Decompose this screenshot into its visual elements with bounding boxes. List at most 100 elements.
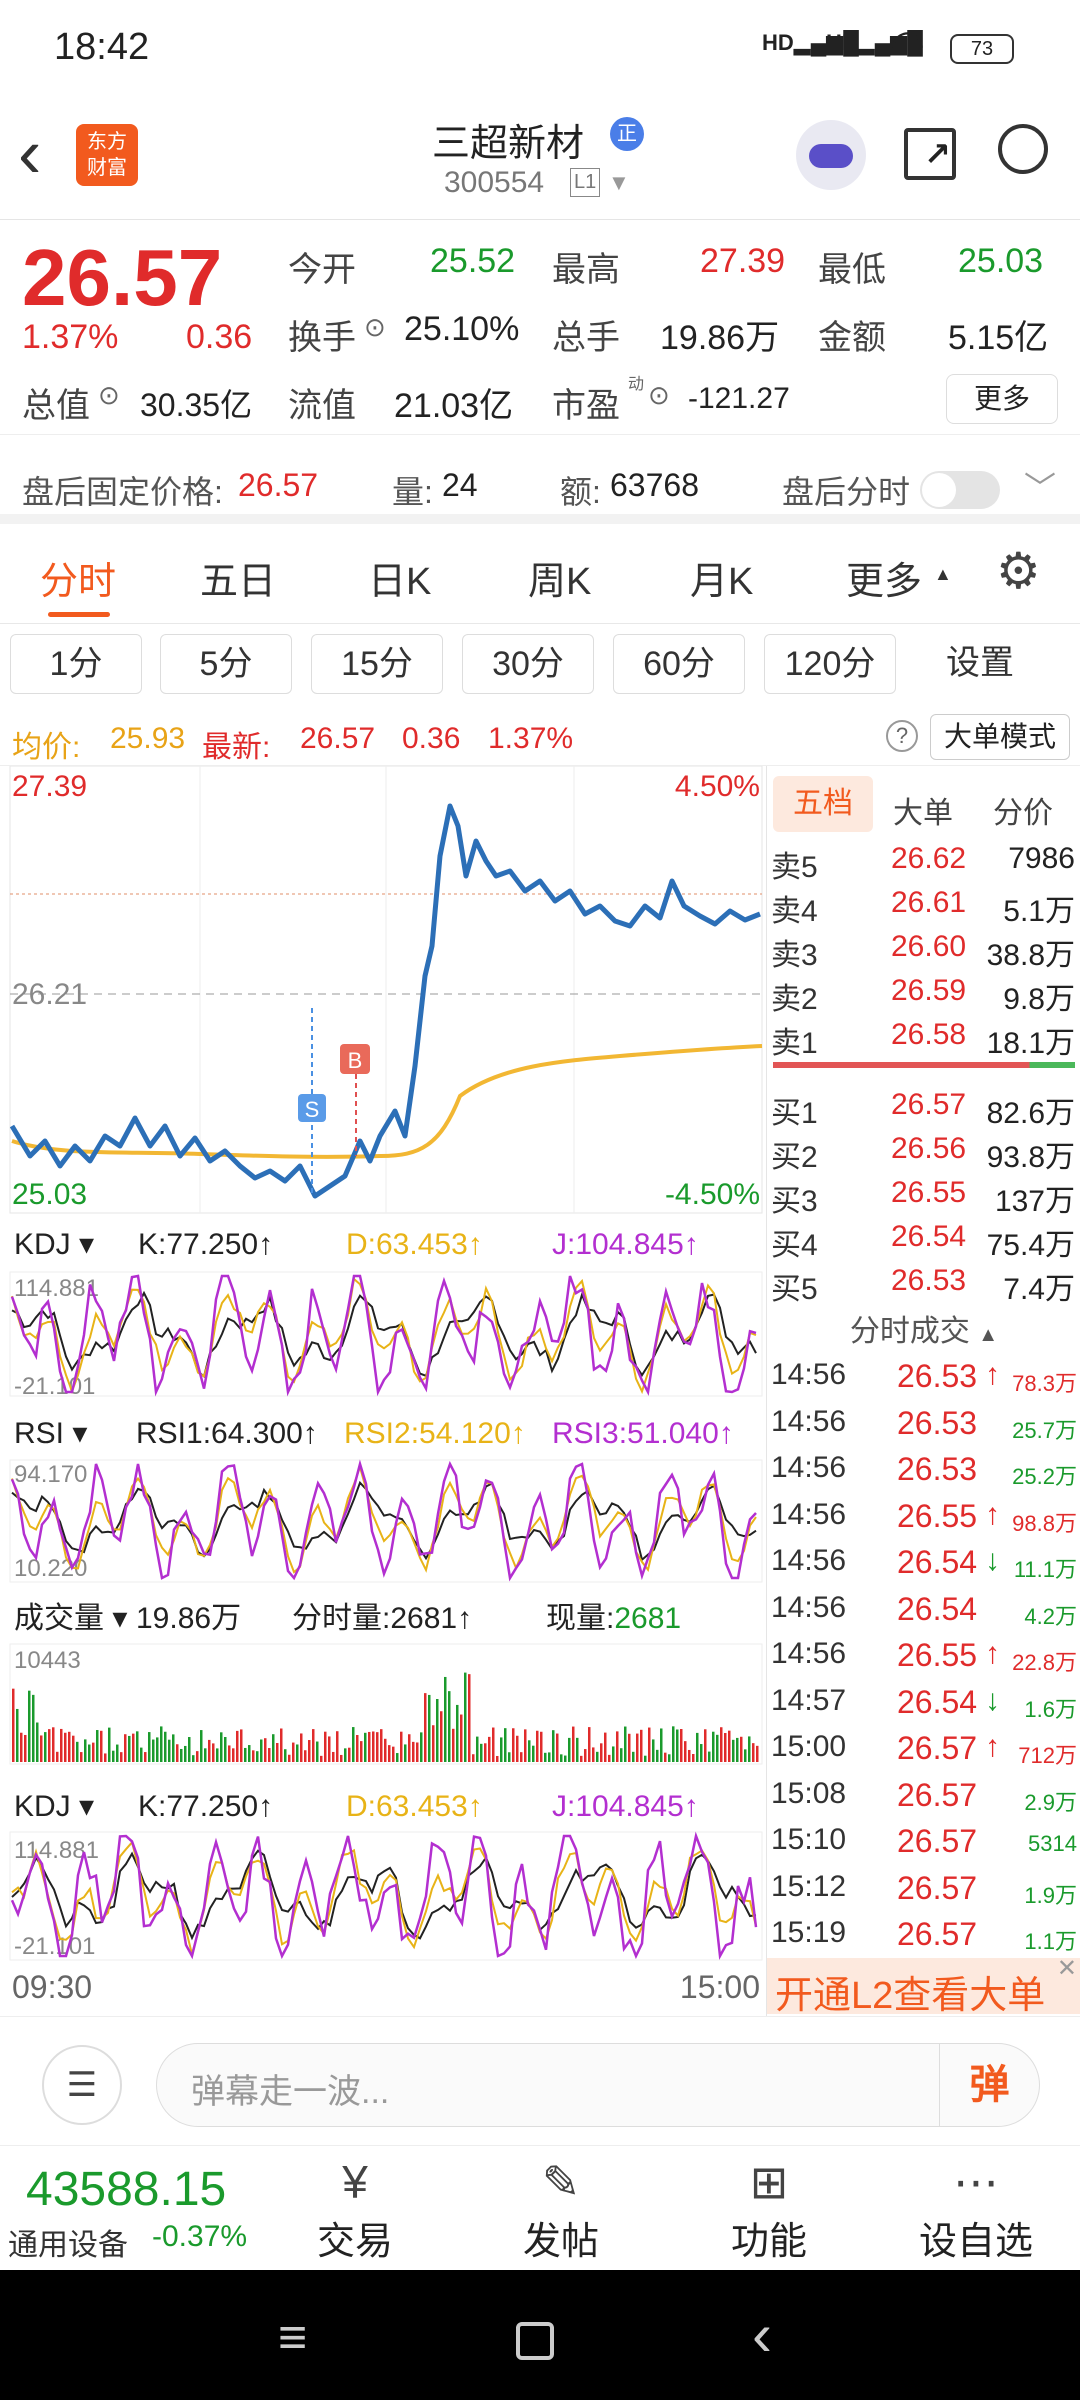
tab-weekly-k[interactable]: 周K [528,561,592,603]
book-row[interactable]: 买1 26.57 82.6万 [767,1084,1080,1130]
trade-volume: 25.2万 [1012,1464,1077,1489]
app-logo[interactable]: 东方 财富 [76,124,138,186]
afterhours-toggle[interactable] [920,471,1000,509]
volume-bar [388,1745,391,1762]
trade-row: 14:56 26.53 25.7万 [767,1401,1080,1447]
tab-big-orders[interactable]: 大单 [893,797,953,830]
amount-value: 5.15亿 [948,319,1049,357]
search-icon[interactable] [998,124,1048,174]
volume-bar [660,1728,663,1762]
home-icon[interactable] [516,2322,554,2360]
buy-marker[interactable] [340,1044,370,1074]
volume-bar [512,1728,515,1762]
volume-bar [188,1737,191,1762]
interval-1m[interactable]: 1分 [10,634,142,694]
volume-bar [336,1731,339,1762]
help-icon[interactable]: ? [886,720,918,752]
book-row[interactable]: 买5 26.53 7.4万 [767,1260,1080,1306]
caret-up-icon: ▲ [934,564,952,584]
trade-time: 14:56 [771,1590,847,1624]
danmu-list-icon[interactable]: ☰ [42,2045,122,2125]
trade-row: 15:12 26.57 1.9万 [767,1866,1080,1912]
interval-5m[interactable]: 5分 [160,634,292,694]
volume-bar [272,1734,275,1762]
trade-arrow: ↑ [985,1637,1000,1670]
book-row[interactable]: 卖3 26.60 38.8万 [767,926,1080,972]
book-volume: 9.8万 [1003,983,1075,1016]
chevron-down-icon[interactable]: ﹀ [1024,470,1057,506]
volume-bar [752,1743,755,1762]
info-icon[interactable]: ⊙ [648,380,670,410]
level-badge[interactable]: L1 [570,168,601,197]
volume-bar [604,1732,607,1762]
kdj-selector[interactable]: KDJ ▾ [14,1228,94,1261]
price-change: 0.36 [186,318,253,356]
l2-banner[interactable]: 开通L2查看大单 ✕ [767,1955,1080,2017]
tab-fenshi[interactable]: 分时 [40,561,117,603]
watchlist-button[interactable]: ⋯ 设自选 [906,2154,1046,2265]
book-row[interactable]: 卖5 26.62 7986 [767,838,1080,884]
info-icon[interactable]: ⊙ [98,380,120,410]
interval-settings[interactable]: 设置 [946,644,1014,682]
tab-daily-k[interactable]: 日K [368,561,432,603]
robot-avatar-icon[interactable] [796,120,866,190]
info-icon[interactable]: ⊙ [364,312,386,342]
trade-price: 26.57 [897,1730,978,1766]
close-icon[interactable]: ✕ [1056,1955,1077,1982]
trade-row: 14:57 26.54 ↓ 1.6万 [767,1680,1080,1726]
kdj2-selector[interactable]: KDJ ▾ [14,1790,94,1823]
book-price: 26.57 [891,1088,967,1121]
trade-button[interactable]: ¥ 交易 [300,2154,410,2265]
trade-row: 14:56 26.53 25.2万 [767,1447,1080,1493]
volume-bar [44,1732,47,1762]
rsi-selector[interactable]: RSI ▾ [14,1417,87,1450]
back-icon[interactable]: ‹ [18,114,42,192]
book-row[interactable]: 买2 26.56 93.8万 [767,1128,1080,1174]
book-row[interactable]: 卖2 26.59 9.8万 [767,970,1080,1016]
share-icon[interactable]: ↗ [904,128,956,180]
tab-price-dist[interactable]: 分价 [993,797,1053,830]
volume-bar [588,1727,591,1762]
tab-five-levels[interactable]: 五档 [773,776,873,832]
interval-row: 1分 5分 15分 30分 60分 120分 设置 [0,624,1080,704]
interval-15m[interactable]: 15分 [311,634,443,694]
book-row[interactable]: 买3 26.55 137万 [767,1172,1080,1218]
comment-input[interactable]: 弹幕走一波... 弹 [156,2043,1040,2127]
book-row[interactable]: 卖4 26.61 5.1万 [767,882,1080,928]
sell-marker[interactable] [298,1094,326,1122]
book-row[interactable]: 买4 26.54 75.4万 [767,1216,1080,1262]
more-button[interactable]: 更多 [946,374,1058,424]
volume-selector[interactable]: 成交量 ▾ [14,1602,127,1635]
function-button[interactable]: ⊞ 功能 [714,2154,824,2265]
sell-marker-label: S [305,1097,320,1122]
volume-bar [288,1754,291,1762]
trade-volume: 1.1万 [1024,1929,1077,1954]
bigorder-mode-button[interactable]: 大单模式 [930,714,1070,760]
edit-icon: ✎ [541,2156,581,2208]
volume-bar [728,1730,731,1762]
volume-bar [208,1739,211,1762]
settings-gear-icon[interactable]: ⚙ [996,543,1041,599]
volume-bar [544,1752,547,1762]
volume-bar [496,1755,499,1762]
menu-icon[interactable]: ≡ [278,2309,308,2365]
tab-monthly-k[interactable]: 月K [690,561,754,603]
book-row[interactable]: 卖1 26.58 18.1万 [767,1014,1080,1060]
pct-change: 1.37% [22,318,119,356]
back-nav-icon[interactable]: ‹ [752,2301,772,2368]
danmu-send-button[interactable]: 弹 [939,2044,1039,2126]
chevron-down-icon[interactable]: ▼ [608,170,630,195]
tab-5day[interactable]: 五日 [200,561,277,603]
index-value[interactable]: 43588.15 [26,2163,227,2216]
post-button[interactable]: ✎ 发帖 [506,2154,616,2265]
interval-30m[interactable]: 30分 [462,634,594,694]
volume-bar [524,1729,527,1762]
tab-more[interactable]: 更多 [846,561,923,603]
volume-bar [684,1741,687,1762]
volume-bar [540,1731,543,1762]
interval-120m[interactable]: 120分 [764,634,896,694]
interval-60m[interactable]: 60分 [613,634,745,694]
trades-title[interactable]: 分时成交 ▲ [767,1306,1080,1350]
intraday-chart[interactable]: S B 27.39 4.50% 26.21 25.03 -4.50% KDJ ▾… [0,766,766,2016]
afterhours-toggle-label: 盘后分时 [782,474,911,510]
